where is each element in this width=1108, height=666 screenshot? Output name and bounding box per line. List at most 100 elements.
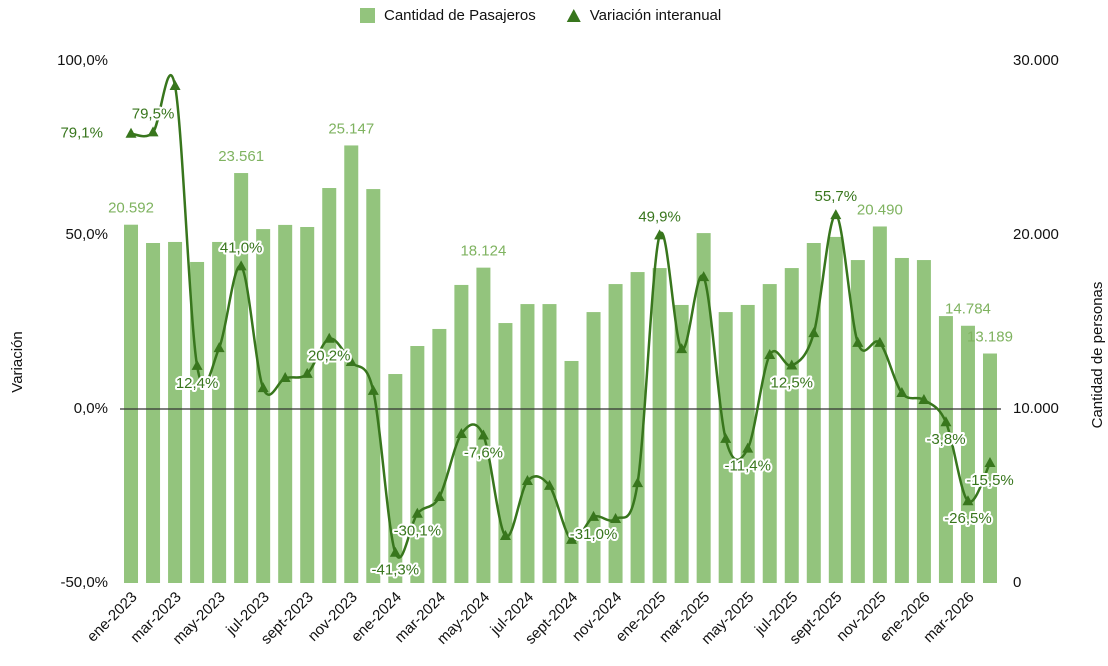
bar: [432, 328, 447, 583]
point-marker: [235, 260, 247, 271]
legend-label: Cantidad de Pasajeros: [384, 7, 536, 24]
y2-tick-label: 30.000: [1013, 52, 1059, 69]
y-tick-label: 100,0%: [57, 52, 108, 69]
bar: [894, 257, 909, 583]
point-marker: [301, 367, 313, 378]
bar: [476, 267, 491, 583]
bar: [278, 224, 293, 583]
bar: [146, 243, 161, 583]
bar-value-label: 13.189: [967, 328, 1013, 345]
legend-swatch: [566, 9, 581, 22]
point-marker: [125, 127, 137, 138]
line-value-label: 55,7%: [815, 188, 858, 205]
point-marker: [521, 475, 533, 486]
point-marker: [345, 356, 357, 367]
line-value-label: -31,0%: [570, 526, 618, 543]
point-marker: [874, 336, 886, 347]
bar: [256, 229, 271, 584]
bar: [938, 316, 953, 583]
bar: [168, 241, 183, 583]
bar: [872, 226, 887, 583]
point-marker: [389, 546, 401, 557]
point-marker: [676, 343, 688, 354]
line-value-label: 41,0%: [220, 239, 263, 256]
point-marker: [279, 372, 291, 383]
point-marker: [169, 80, 181, 91]
legend-swatch: [360, 8, 375, 23]
bar: [498, 323, 513, 583]
bar-value-label: 18.124: [460, 243, 506, 260]
point-marker: [566, 533, 578, 544]
point-marker: [962, 495, 974, 506]
bar: [828, 236, 843, 583]
legend-label: Variación interanual: [590, 7, 721, 24]
point-marker: [499, 530, 511, 541]
point-marker: [786, 359, 798, 370]
line-value-label: -3,8%: [926, 431, 965, 448]
point-marker: [455, 428, 467, 439]
bar-value-label: 23.561: [218, 148, 264, 165]
point-marker: [984, 456, 996, 467]
point-marker: [654, 229, 666, 240]
point-marker: [323, 332, 335, 343]
point-marker: [720, 432, 732, 443]
line-value-label: -15,5%: [966, 472, 1014, 489]
point-marker: [257, 382, 269, 393]
line-value-label: -26,5%: [944, 510, 992, 527]
y-tick-label: 0,0%: [74, 400, 108, 417]
y-axis-title: Variación: [9, 331, 26, 392]
point-marker: [213, 342, 225, 353]
point-marker: [742, 442, 754, 453]
bar: [784, 268, 799, 583]
line-value-label: 20,2%: [308, 348, 351, 365]
bar: [850, 260, 865, 583]
bar: [916, 260, 931, 583]
line-value-label: -41,3%: [372, 562, 420, 579]
bar-value-label: 25.147: [328, 120, 374, 137]
bar: [806, 243, 821, 583]
point-marker: [433, 491, 445, 502]
bar: [300, 226, 315, 583]
point-marker: [411, 507, 423, 518]
point-marker: [918, 393, 930, 404]
point-marker: [896, 386, 908, 397]
bar: [234, 173, 249, 583]
bar-value-label: 20.490: [857, 201, 903, 218]
point-marker: [367, 384, 379, 395]
line-value-label: -7,6%: [464, 444, 503, 461]
point-marker: [477, 429, 489, 440]
line-value-label: 49,9%: [638, 208, 681, 225]
line-value-label: -30,1%: [394, 523, 442, 540]
y-tick-label: 50,0%: [65, 226, 108, 243]
bar: [520, 304, 535, 583]
y2-tick-label: 10.000: [1013, 400, 1059, 417]
bar: [718, 312, 733, 583]
line-value-label: 79,5%: [132, 105, 175, 122]
point-marker: [610, 512, 622, 523]
y2-axis-title: Cantidad de personas: [1089, 282, 1106, 429]
line-value-label: 12,5%: [770, 374, 813, 391]
bar: [960, 325, 975, 583]
point-marker: [588, 510, 600, 521]
bar: [542, 304, 557, 583]
y2-tick-label: 0: [1013, 574, 1021, 591]
point-marker: [830, 209, 842, 220]
line-value-label: -11,4%: [725, 458, 771, 475]
point-marker: [543, 479, 555, 490]
line-value-label: 12,4%: [176, 375, 219, 392]
bar: [564, 360, 579, 583]
point-marker: [852, 336, 864, 347]
bar: [322, 188, 337, 583]
line-value-label: 79,1%: [60, 125, 103, 142]
point-marker: [698, 271, 710, 282]
y2-tick-label: 20.000: [1013, 226, 1059, 243]
bar: [410, 346, 425, 583]
bar: [652, 268, 667, 583]
point-marker: [808, 327, 820, 338]
bar: [696, 233, 711, 583]
point-marker: [147, 126, 159, 137]
bar: [982, 353, 997, 583]
y-tick-label: -50,0%: [60, 574, 108, 591]
point-marker: [940, 416, 952, 427]
